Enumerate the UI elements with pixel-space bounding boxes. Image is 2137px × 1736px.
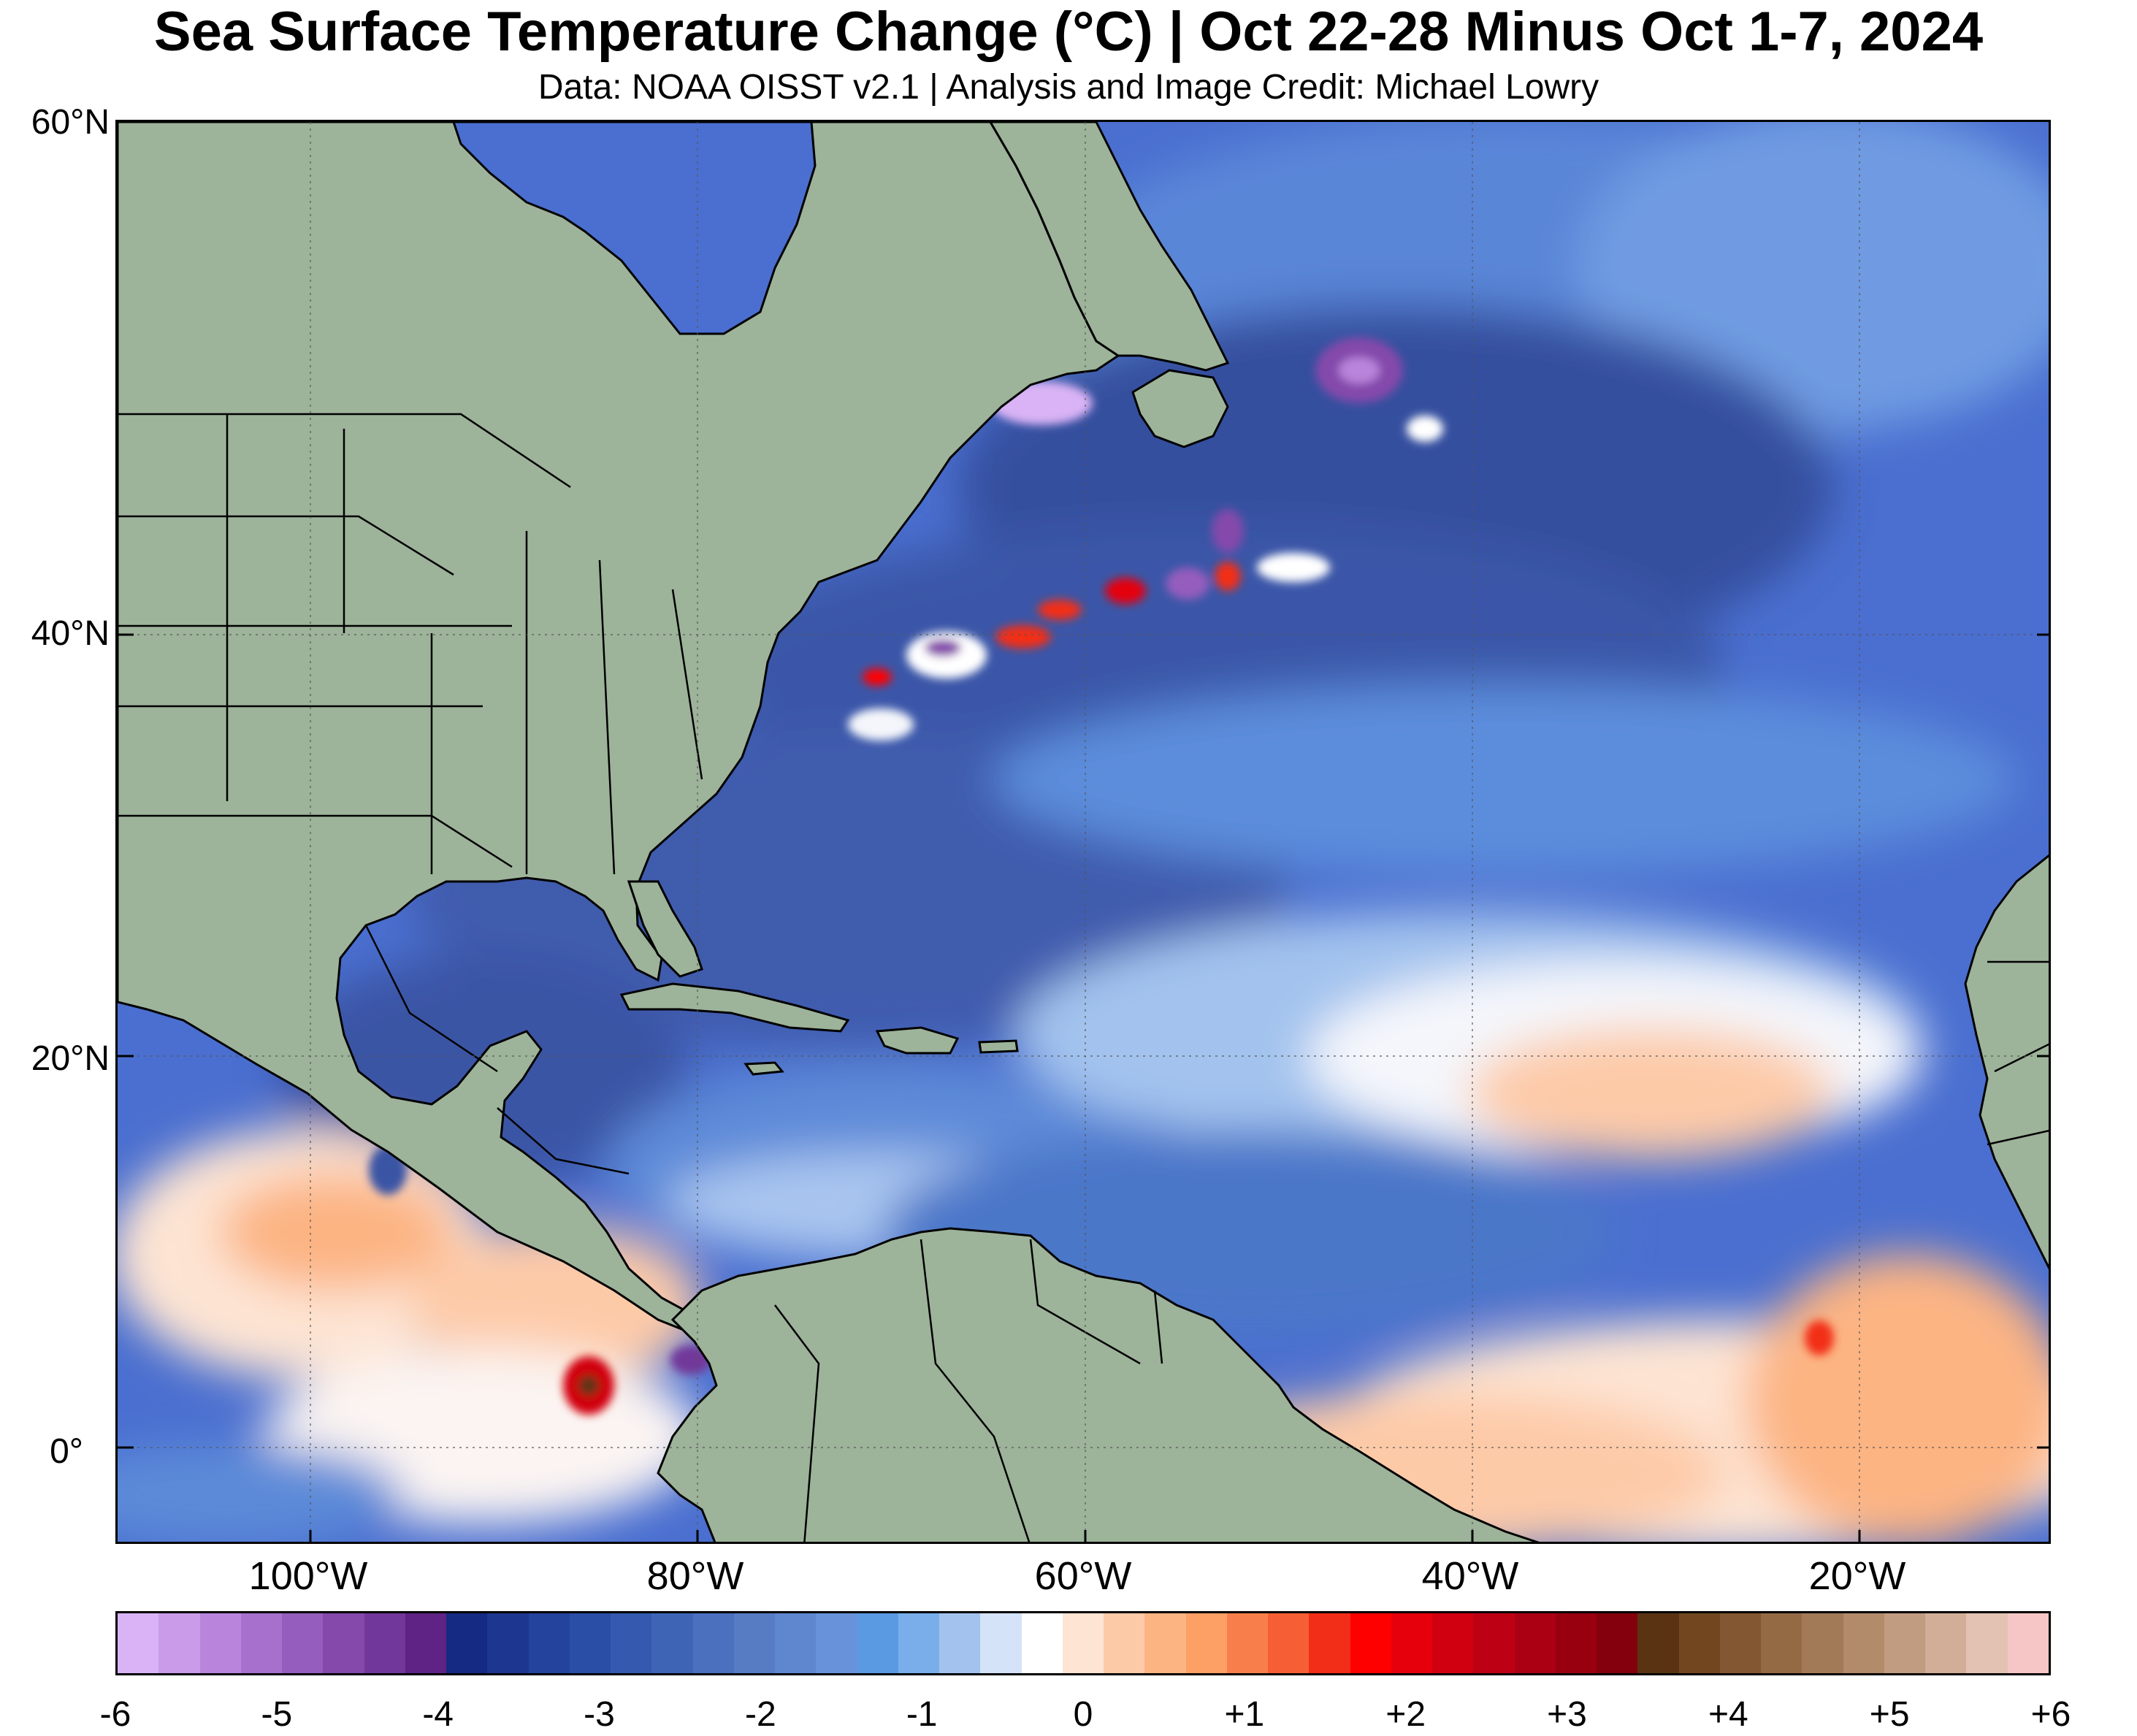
colorbar-swatch xyxy=(980,1613,1022,1673)
colorbar-swatch xyxy=(569,1613,611,1673)
lon-label-60w: 60°W xyxy=(1034,1554,1132,1598)
colorbar-swatch xyxy=(1226,1613,1268,1673)
colorbar-swatch xyxy=(816,1613,857,1673)
colorbar-tick-label: +4 xyxy=(1708,1695,1748,1734)
florida xyxy=(627,880,703,978)
colorbar-swatch xyxy=(1719,1613,1761,1673)
colorbar-swatch xyxy=(939,1613,981,1673)
colorbar-swatch xyxy=(1555,1613,1597,1673)
colorbar-swatch xyxy=(1514,1613,1556,1673)
colorbar-swatch xyxy=(857,1613,898,1673)
chart-subtitle: Data: NOAA OISST v2.1 | Analysis and Ima… xyxy=(538,68,1599,107)
colorbar-swatch xyxy=(1884,1613,1925,1673)
colorbar-swatch xyxy=(240,1613,282,1673)
colorbar-swatch xyxy=(405,1613,446,1673)
colorbar-swatch xyxy=(1678,1613,1720,1673)
newfoundland xyxy=(1131,369,1229,448)
colorbar-tick-label: +1 xyxy=(1224,1695,1265,1734)
north-america-land xyxy=(118,122,1120,1365)
lat-label-20n: 20°N xyxy=(31,1039,110,1078)
lon-label-40w: 40°W xyxy=(1421,1554,1519,1598)
colorbar-swatch xyxy=(364,1613,405,1673)
colorbar-swatch xyxy=(1843,1613,1884,1673)
colorbar-swatch xyxy=(199,1613,241,1673)
colorbar-swatch xyxy=(775,1613,817,1673)
colorbar-swatch xyxy=(323,1613,364,1673)
lon-label-100w: 100°W xyxy=(248,1554,368,1598)
colorbar-swatch xyxy=(1062,1613,1104,1673)
labrador-coast xyxy=(989,122,1230,372)
colorbar-swatch xyxy=(1761,1613,1803,1673)
south-america-land xyxy=(657,1227,1540,1542)
colorbar-swatch xyxy=(487,1613,529,1673)
land-masses xyxy=(118,122,2049,1542)
colorbar-swatch xyxy=(692,1613,734,1673)
colorbar-swatch xyxy=(1104,1613,1145,1673)
colorbar-swatch xyxy=(1966,1613,2008,1673)
lat-label-60n: 60°N xyxy=(31,103,110,142)
hudson-bay xyxy=(452,122,817,335)
colorbar-swatch xyxy=(446,1613,488,1673)
colorbar-swatch xyxy=(1185,1613,1227,1673)
colorbar-swatch xyxy=(1391,1613,1432,1673)
colorbar-tick-label: -1 xyxy=(906,1695,938,1734)
tick-marks xyxy=(118,633,2049,1542)
colorbar-swatch xyxy=(1473,1613,1515,1673)
colorbar-swatch xyxy=(651,1613,693,1673)
colorbar-tick-label: 0 xyxy=(1073,1695,1093,1734)
sst-change-map xyxy=(115,120,2051,1544)
colorbar-swatch xyxy=(1597,1613,1638,1673)
lon-label-80w: 80°W xyxy=(646,1554,744,1598)
colorbar-tick-label: -6 xyxy=(99,1695,131,1734)
lat-label-equator: 0° xyxy=(50,1432,83,1471)
hispaniola xyxy=(875,1026,960,1055)
colorbar-swatch xyxy=(1021,1613,1063,1673)
colorbar-swatch xyxy=(898,1613,939,1673)
colorbar-swatch xyxy=(528,1613,570,1673)
colorbar-tick-label: -3 xyxy=(584,1695,615,1734)
cuba xyxy=(619,982,850,1033)
colorbar-swatch xyxy=(2007,1613,2049,1673)
colorbar-swatch xyxy=(1350,1613,1391,1673)
colorbar-tick-label: +6 xyxy=(2030,1695,2071,1734)
colorbar-swatch xyxy=(1637,1613,1679,1673)
colorbar-tick-label: -4 xyxy=(422,1695,454,1734)
colorbar xyxy=(115,1611,2051,1675)
colorbar-tick-label: -2 xyxy=(744,1695,776,1734)
jamaica xyxy=(743,1061,784,1076)
africa-land xyxy=(1964,854,2049,1270)
colorbar-tick-label: +2 xyxy=(1385,1695,1426,1734)
colorbar-tick-label: +3 xyxy=(1547,1695,1587,1734)
chart-title: Sea Surface Temperature Change (°C) | Oc… xyxy=(153,1,1984,63)
puerto-rico xyxy=(978,1039,1019,1054)
colorbar-swatch xyxy=(282,1613,324,1673)
map-svg xyxy=(118,122,2049,1542)
colorbar-swatch xyxy=(733,1613,775,1673)
colorbar-swatch xyxy=(1268,1613,1310,1673)
colorbar-swatch xyxy=(158,1613,200,1673)
graticule xyxy=(118,122,2049,1542)
political-borders xyxy=(118,413,2049,1542)
colorbar-tick-label: +5 xyxy=(1869,1695,1910,1734)
colorbar-swatch xyxy=(1432,1613,1474,1673)
colorbar-tick-label: -5 xyxy=(261,1695,293,1734)
colorbar-swatch xyxy=(1802,1613,1843,1673)
lat-label-40n: 40°N xyxy=(31,614,110,653)
colorbar-swatch xyxy=(1925,1613,1967,1673)
colorbar-swatch xyxy=(1144,1613,1186,1673)
colorbar-swatch xyxy=(118,1613,159,1673)
colorbar-swatch xyxy=(611,1613,652,1673)
colorbar-swatch xyxy=(1309,1613,1350,1673)
lon-label-20w: 20°W xyxy=(1808,1554,1906,1598)
